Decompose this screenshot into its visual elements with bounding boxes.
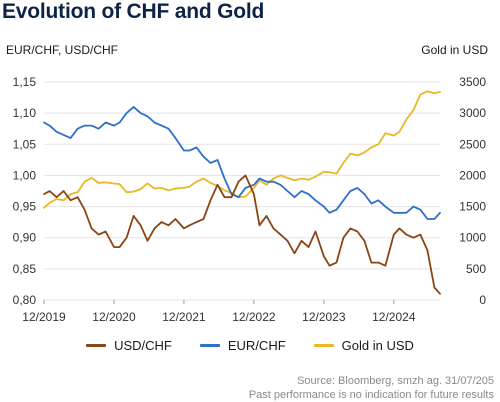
chart-title: Evolution of CHF and Gold [2,0,265,23]
left-y-tick-label: 0,95 [13,200,37,214]
legend-swatch-gold [313,344,334,347]
right-y-tick-label: 3500 [459,75,486,89]
x-tick-label: 12/2019 [22,310,66,324]
left-y-tick-label: 1,15 [13,75,37,89]
left-axis-title: EUR/CHF, USD/CHF [6,43,119,57]
series-line-gold [43,90,441,209]
legend-swatch-usdchf [86,344,107,347]
x-tick-labels: 12/2019 12/2020 12/2021 12/2022 12/2023 12/20… [22,300,416,324]
legend-item-usdchf: USD/CHF [86,338,172,353]
right-y-tick-labels: 3500 3000 2500 2000 1500 1000 500 0 [459,75,486,307]
legend-swatch-eurchf [199,344,220,347]
left-y-tick-label: 1,00 [13,168,37,182]
right-y-tick-label: 3000 [459,106,486,120]
legend-label-gold: Gold in USD [341,338,414,353]
gridlines [44,81,440,301]
legend-label-eurchf: EUR/CHF [227,338,286,353]
left-y-tick-label: 1,10 [13,106,37,120]
series-line-usdchf [43,174,441,295]
right-y-tick-label: 2000 [459,168,486,182]
disclaimer-line: Past performance is no indication for fu… [248,389,494,401]
left-y-tick-labels: 1,15 1,10 1,05 1,00 0,95 0,90 0,85 0,80 [13,75,37,307]
series-line-eurchf [43,106,441,220]
source-note: Source: Bloomberg, smzh ag. 31/07/205 Pa… [249,374,494,402]
left-y-tick-label: 0,90 [13,231,37,245]
right-y-tick-label: 500 [466,262,486,276]
series-lines [43,90,441,295]
x-tick-label: 12/2023 [302,310,346,324]
legend-item-gold: Gold in USD [313,338,414,353]
legend-item-eurchf: EUR/CHF [199,338,286,353]
legend: USD/CHF EUR/CHF Gold in USD [0,338,500,353]
x-tick-label: 12/2021 [162,310,206,324]
left-y-tick-label: 1,05 [13,137,37,151]
right-axis-title: Gold in USD [421,43,488,57]
source-line: Source: Bloomberg, smzh ag. 31/07/205 [297,375,494,387]
left-y-tick-label: 0,85 [13,262,37,276]
right-y-tick-label: 2500 [459,137,486,151]
legend-label-usdchf: USD/CHF [114,338,172,353]
right-y-tick-label: 1000 [459,231,486,245]
x-tick-label: 12/2022 [232,310,276,324]
x-tick-label: 12/2020 [92,310,136,324]
left-y-tick-label: 0,80 [13,293,37,307]
right-y-tick-label: 1500 [459,200,486,214]
x-tick-label: 12/2024 [372,310,416,324]
right-y-tick-label: 0 [479,293,486,307]
